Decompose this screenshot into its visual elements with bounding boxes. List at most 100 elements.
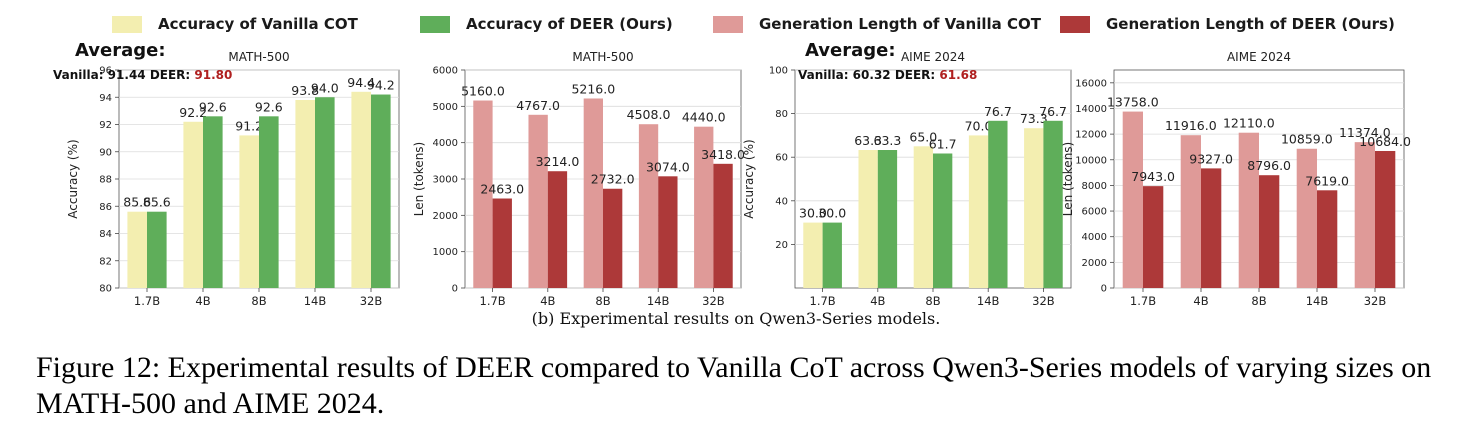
y-tick-label: 86 (99, 202, 112, 213)
bar-deer (1259, 175, 1280, 288)
y-tick-label: 1000 (433, 247, 458, 258)
bar-deer (259, 116, 279, 288)
y-tick-label: 96 (99, 66, 112, 77)
bar-deer (1043, 120, 1063, 288)
data-label: 5160.0 (461, 84, 505, 99)
bar-vanilla (968, 135, 989, 288)
y-tick-label: 40 (775, 196, 788, 207)
chart-panel-aime2024-length: 0 2000 4000 6000 8000 10000 12000 14000 16000 AIM… (1061, 50, 1411, 308)
x-tick-label: 8B (1251, 294, 1266, 308)
y-tick-label: 4000 (1082, 232, 1107, 243)
y-tick-label: 60 (775, 153, 788, 164)
x-tick-label: 8B (925, 294, 940, 308)
annotation-text: Vanilla: 91.44 DEER: 91.80 (53, 68, 232, 82)
data-label: 2463.0 (480, 182, 524, 197)
y-axis-label: Len (tokens) (1061, 142, 1075, 216)
subcaption: (b) Experimental results on Qwen3-Series… (531, 309, 941, 328)
bar-vanilla (1122, 111, 1143, 288)
y-tick-label: 2000 (433, 211, 458, 222)
legend-label: Generation Length of Vanilla COT (759, 15, 1041, 33)
y-tick-label: 20 (775, 240, 788, 251)
data-label: 94.4 (347, 75, 375, 90)
y-tick-label: 4000 (433, 138, 458, 149)
x-tick-label: 14B (1306, 294, 1329, 308)
bar-deer (713, 163, 733, 288)
x-tick-label: 14B (977, 294, 1000, 308)
annotation-heading: Average: (75, 40, 166, 61)
chart-title: AIME 2024 (1227, 50, 1291, 64)
legend-label: Accuracy of DEER (Ours) (466, 15, 673, 33)
bar-deer (371, 94, 391, 289)
data-label: 91.2 (235, 118, 263, 133)
legend-swatch (713, 15, 743, 33)
x-tick-label: 4B (870, 294, 885, 308)
y-tick-label: 2000 (1082, 258, 1107, 269)
data-label: 4508.0 (627, 107, 671, 122)
data-label: 92.6 (255, 99, 283, 114)
bar-vanilla (295, 99, 315, 288)
x-tick-label: 32B (1364, 294, 1387, 308)
bar-vanilla (913, 146, 933, 288)
annotation-heading: Average: (805, 40, 896, 61)
y-tick-label: 80 (99, 284, 112, 295)
data-label: 4440.0 (682, 110, 726, 125)
chart-title: AIME 2024 (901, 50, 965, 64)
bar-vanilla (1180, 135, 1201, 288)
y-tick-label: 88 (99, 175, 112, 186)
data-label: 93.8 (291, 83, 319, 98)
y-tick-label: 82 (99, 256, 112, 267)
x-tick-label: 1.7B (480, 294, 506, 308)
y-tick-label: 6000 (433, 66, 458, 77)
bar-vanilla (583, 98, 603, 288)
bar-vanilla (183, 121, 203, 289)
x-tick-label: 1.7B (1130, 294, 1156, 308)
x-tick-label: 4B (1193, 294, 1208, 308)
bar-deer (1143, 186, 1164, 288)
chart-panel-math500-length: 0 1000 2000 3000 4000 5000 6000 MATH-500 Len (to… (412, 50, 745, 308)
bar-vanilla (1296, 148, 1317, 288)
bar-vanilla (528, 114, 548, 288)
data-label: 76.7 (1039, 104, 1067, 119)
bar-vanilla (638, 124, 659, 288)
data-label: 5216.0 (571, 81, 615, 96)
bar-deer (988, 120, 1008, 288)
y-tick-label: 0 (452, 284, 458, 295)
x-tick-label: 32B (360, 294, 383, 308)
data-label: 4767.0 (516, 98, 560, 113)
data-label: 63.3 (854, 133, 882, 148)
bar-vanilla (1024, 128, 1044, 288)
legend-swatch (112, 15, 142, 33)
data-label: 61.7 (929, 136, 957, 151)
data-label: 8796.0 (1247, 158, 1291, 173)
bar-vanilla (858, 150, 878, 288)
data-label: 70.0 (965, 118, 993, 133)
data-label: 9327.0 (1189, 151, 1233, 166)
data-label: 73.3 (1020, 111, 1048, 126)
bar-deer (1317, 190, 1338, 288)
figure-caption: Figure 12: Experimental results of DEER … (36, 351, 1432, 420)
data-label: 7619.0 (1305, 173, 1349, 188)
y-axis-label: Accuracy (%) (66, 139, 80, 218)
y-tick-label: 3000 (433, 175, 458, 186)
bar-deer (492, 198, 512, 288)
y-tick-label: 90 (99, 147, 112, 158)
bar-deer (1375, 150, 1396, 288)
data-label: 2732.0 (591, 172, 635, 187)
bar-vanilla (351, 91, 371, 288)
x-tick-label: 32B (702, 294, 725, 308)
y-axis-label: Accuracy (%) (742, 139, 756, 218)
legend-swatch (420, 15, 450, 33)
data-label: 63.3 (874, 133, 902, 148)
chart-title: MATH-500 (228, 50, 289, 64)
data-label: 30.0 (818, 206, 846, 221)
y-axis-label: Len (tokens) (412, 142, 426, 216)
data-label: 65.0 (909, 129, 937, 144)
data-label: 92.2 (179, 105, 207, 120)
bar-vanilla (1354, 142, 1375, 288)
data-label: 30.0 (799, 206, 827, 221)
bar-deer (658, 176, 678, 288)
data-label: 3214.0 (536, 154, 580, 169)
legend-item: Generation Length of DEER (Ours) (1060, 13, 1395, 35)
x-tick-label: 4B (195, 294, 210, 308)
y-tick-label: 100 (769, 66, 788, 77)
